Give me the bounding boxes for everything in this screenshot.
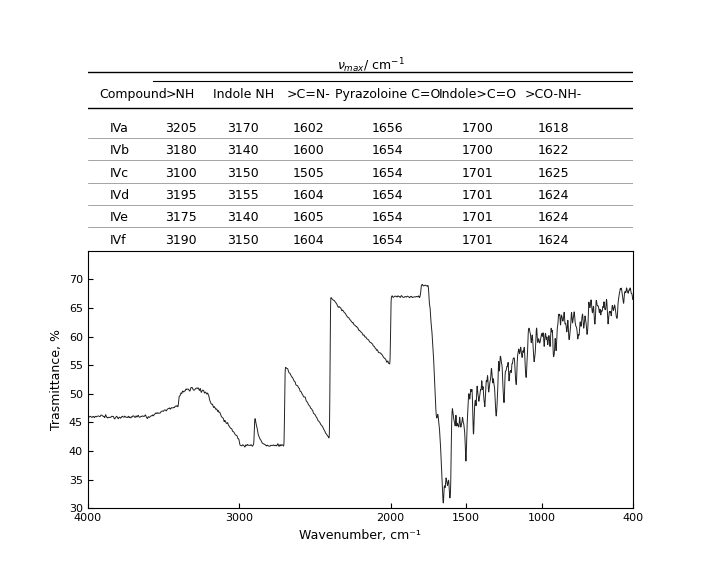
Text: 3190: 3190 <box>165 234 196 247</box>
Text: 3180: 3180 <box>165 144 196 158</box>
Text: 1600: 1600 <box>292 144 324 158</box>
Text: >C=N-: >C=N- <box>287 88 330 100</box>
Text: IVb: IVb <box>110 144 129 158</box>
Text: IVa: IVa <box>110 122 129 135</box>
Text: 3100: 3100 <box>165 167 196 180</box>
Text: >NH: >NH <box>166 88 195 100</box>
Text: 3150: 3150 <box>227 167 259 180</box>
Text: IVd: IVd <box>110 189 130 202</box>
Text: 1654: 1654 <box>372 189 404 202</box>
Text: 3195: 3195 <box>165 189 196 202</box>
Text: 1654: 1654 <box>372 167 404 180</box>
Text: 3170: 3170 <box>227 122 259 135</box>
Text: 1622: 1622 <box>538 144 569 158</box>
Text: 1701: 1701 <box>462 167 494 180</box>
Text: 1701: 1701 <box>462 234 494 247</box>
Text: 1701: 1701 <box>462 189 494 202</box>
Text: 1505: 1505 <box>292 167 325 180</box>
Text: Indole NH: Indole NH <box>212 88 273 100</box>
Text: 1625: 1625 <box>538 167 569 180</box>
Text: 1701: 1701 <box>462 211 494 224</box>
Text: 1700: 1700 <box>461 144 494 158</box>
Text: 3140: 3140 <box>227 144 259 158</box>
Text: 1654: 1654 <box>372 144 404 158</box>
Text: 1700: 1700 <box>461 122 494 135</box>
Text: IVc: IVc <box>110 167 129 180</box>
Text: 3205: 3205 <box>165 122 196 135</box>
Text: $\nu_{max}$/ cm$^{-1}$: $\nu_{max}$/ cm$^{-1}$ <box>337 57 405 75</box>
Text: 1618: 1618 <box>538 122 569 135</box>
Text: 1605: 1605 <box>292 211 324 224</box>
Text: >CO-NH-: >CO-NH- <box>525 88 582 100</box>
Text: 3155: 3155 <box>227 189 259 202</box>
Text: IVf: IVf <box>110 234 127 247</box>
Text: 1624: 1624 <box>538 189 569 202</box>
Text: 1604: 1604 <box>292 189 324 202</box>
Text: 1624: 1624 <box>538 211 569 224</box>
Text: IVe: IVe <box>110 211 129 224</box>
Text: 3150: 3150 <box>227 234 259 247</box>
Text: 3175: 3175 <box>165 211 196 224</box>
Text: 1624: 1624 <box>538 234 569 247</box>
Text: 1654: 1654 <box>372 234 404 247</box>
Text: Compound: Compound <box>98 88 167 100</box>
Text: 3140: 3140 <box>227 211 259 224</box>
Text: 1604: 1604 <box>292 234 324 247</box>
Text: Indole>C=O: Indole>C=O <box>439 88 517 100</box>
Text: 1656: 1656 <box>372 122 404 135</box>
X-axis label: Wavenumber, cm⁻¹: Wavenumber, cm⁻¹ <box>299 529 421 542</box>
Text: Pyrazoloine C=O: Pyrazoloine C=O <box>335 88 440 100</box>
Text: 1602: 1602 <box>292 122 324 135</box>
Y-axis label: Trasmittance, %: Trasmittance, % <box>51 329 63 430</box>
Text: 1654: 1654 <box>372 211 404 224</box>
